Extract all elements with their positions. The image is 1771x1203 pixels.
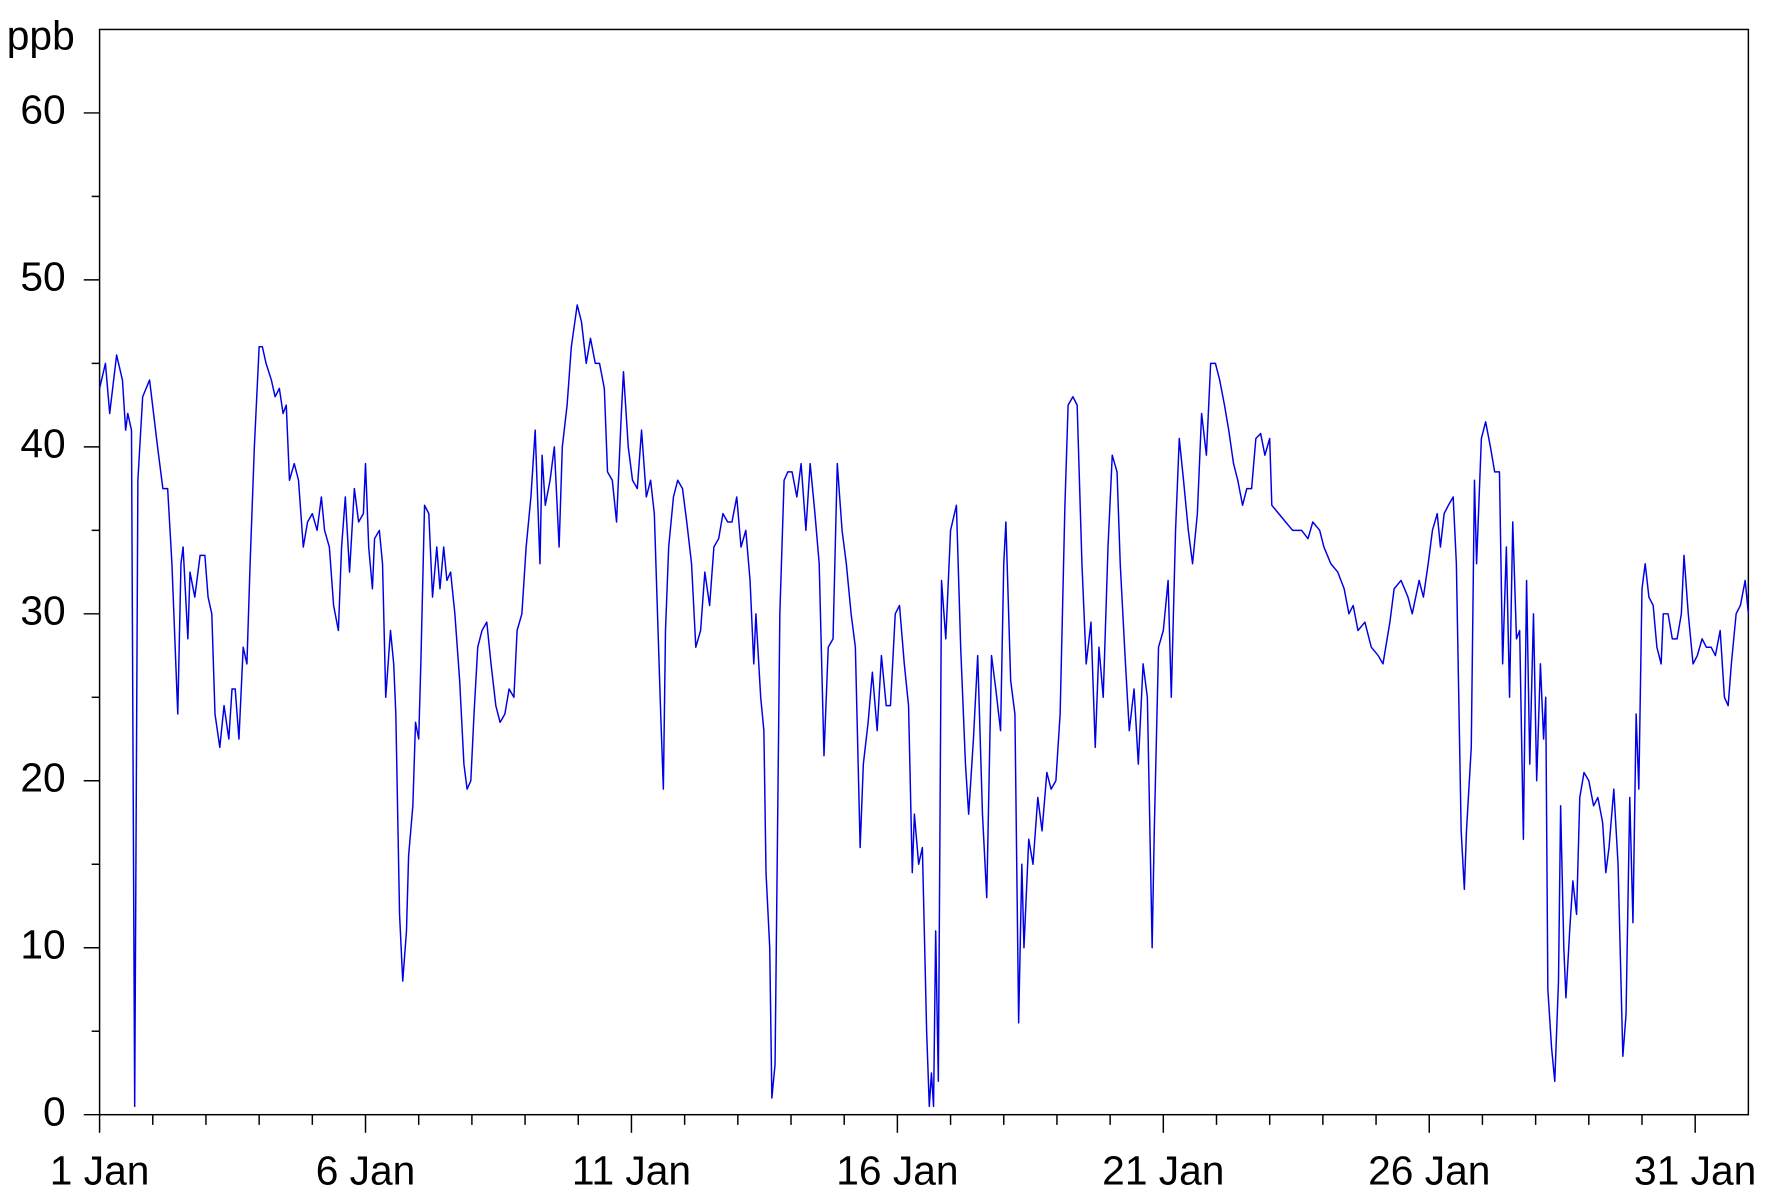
y-tick-label: 30 (20, 588, 65, 634)
x-tick-label: 6 Jan (316, 1147, 416, 1193)
y-tick-label: 40 (20, 421, 65, 467)
x-tick-label: 16 Jan (836, 1147, 958, 1193)
x-tick-label: 1 Jan (50, 1147, 150, 1193)
y-tick-label: 20 (20, 755, 65, 801)
x-tick-label: 21 Jan (1102, 1147, 1224, 1193)
x-tick-label: 31 Jan (1634, 1147, 1756, 1193)
data-line (98, 304, 1750, 1108)
y-tick-label: 60 (20, 87, 65, 133)
y-unit-label: ppb (7, 12, 75, 58)
y-tick-label: 50 (20, 254, 65, 300)
y-tick-label: 10 (20, 922, 65, 968)
y-tick-label: 0 (43, 1088, 66, 1134)
x-tick-label: 11 Jan (572, 1147, 691, 1193)
x-tick-label: 26 Jan (1368, 1147, 1490, 1193)
plot-frame (98, 28, 1750, 1116)
